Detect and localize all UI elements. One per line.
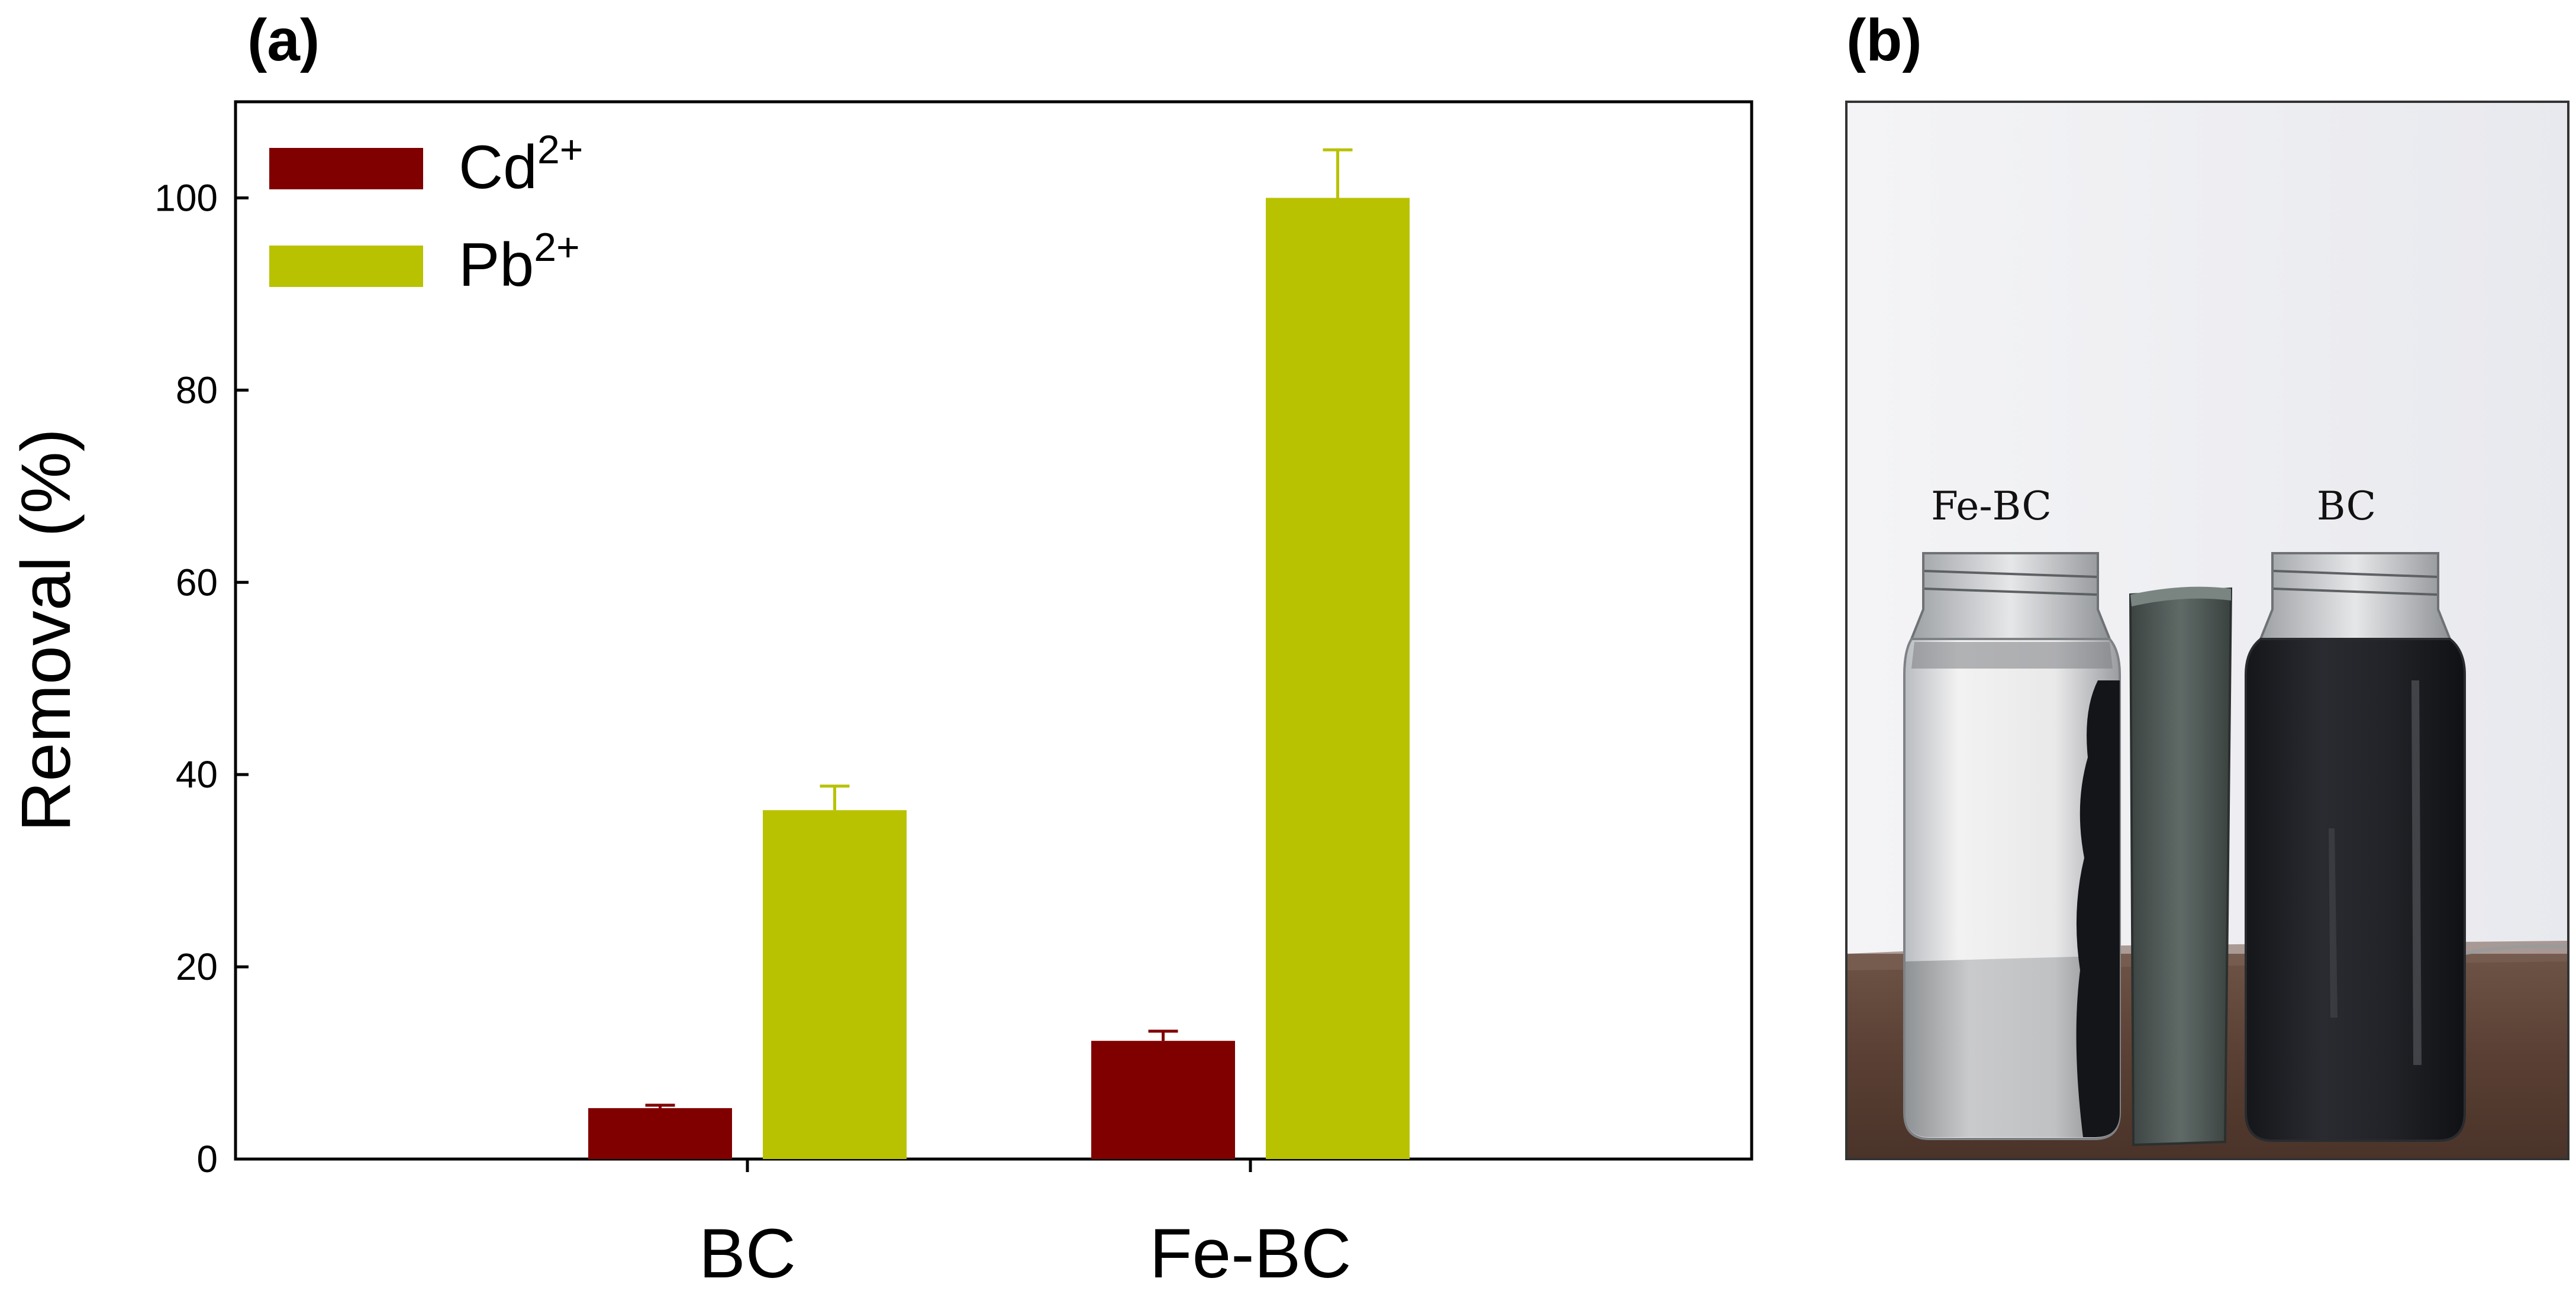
vial-fe-bc-neck <box>1910 552 2111 640</box>
y-tick-label-80: 80 <box>176 369 218 411</box>
vial-photo: Fe-BC BC <box>1845 101 2569 1160</box>
vial-bc-body <box>2245 638 2466 1142</box>
vial-fe-bc-lower-liquid <box>1906 956 2119 1137</box>
cable <box>2461 944 2569 956</box>
vial-bc-highlight-2 <box>2329 828 2338 1018</box>
error-bars <box>645 148 1353 1108</box>
legend-label-cd: Cd2+ <box>459 127 583 202</box>
panel-b-label: (b) <box>1846 7 1922 73</box>
bars <box>588 198 1410 1159</box>
x-category-label-fe-bc: Fe-BC <box>1150 1215 1352 1291</box>
vial-bc-neck <box>2259 552 2452 640</box>
panel-a-label: (a) <box>247 7 320 73</box>
magnet-top <box>2130 586 2231 606</box>
y-tick-label-40: 40 <box>176 753 218 796</box>
vial-label-bc: BC <box>2317 483 2376 529</box>
bar-cd-bc <box>588 1108 732 1159</box>
vial-fe-bc <box>1903 552 2121 1140</box>
legend-swatch-pb <box>269 246 423 287</box>
magnet <box>2129 586 2233 1147</box>
vial-fe-bc-shoulder-residue <box>1911 642 2113 669</box>
magnet-body <box>2129 587 2233 1147</box>
y-axis-title: Removal (%) <box>7 428 85 832</box>
vial-label-fe-bc: Fe-BC <box>1931 483 2052 529</box>
legend-swatch-cd <box>269 148 423 189</box>
legend: Cd2+ Pb2+ <box>269 127 583 299</box>
x-category-label-bc: BC <box>699 1215 796 1291</box>
vial-bc-thread <box>2273 570 2438 596</box>
vial-bc-highlight <box>2411 680 2422 1065</box>
y-tick-label-60: 60 <box>176 561 218 603</box>
vial-bc <box>2245 552 2466 1142</box>
y-tick-label-0: 0 <box>196 1138 218 1180</box>
bar-cd-fe-bc <box>1091 1041 1235 1159</box>
x-axis: BC Fe-BC <box>699 1159 1351 1291</box>
bar-chart: 0 20 40 60 80 100 BC Fe-BC Removal (%) Cd2+ Pb2… <box>7 100 1753 1291</box>
bar-pb-bc <box>763 810 907 1159</box>
photo-frame <box>1845 101 2569 1160</box>
y-axis: 0 20 40 60 80 100 <box>154 176 249 1180</box>
vial-fe-bc-attracted-particles <box>2076 680 2120 1137</box>
y-tick-label-100: 100 <box>154 176 218 219</box>
legend-label-pb: Pb2+ <box>459 225 580 299</box>
vial-fe-bc-thread <box>1924 570 2097 596</box>
y-tick-label-20: 20 <box>176 945 218 988</box>
bar-pb-fe-bc <box>1266 198 1410 1159</box>
plot-frame <box>234 100 1753 1161</box>
